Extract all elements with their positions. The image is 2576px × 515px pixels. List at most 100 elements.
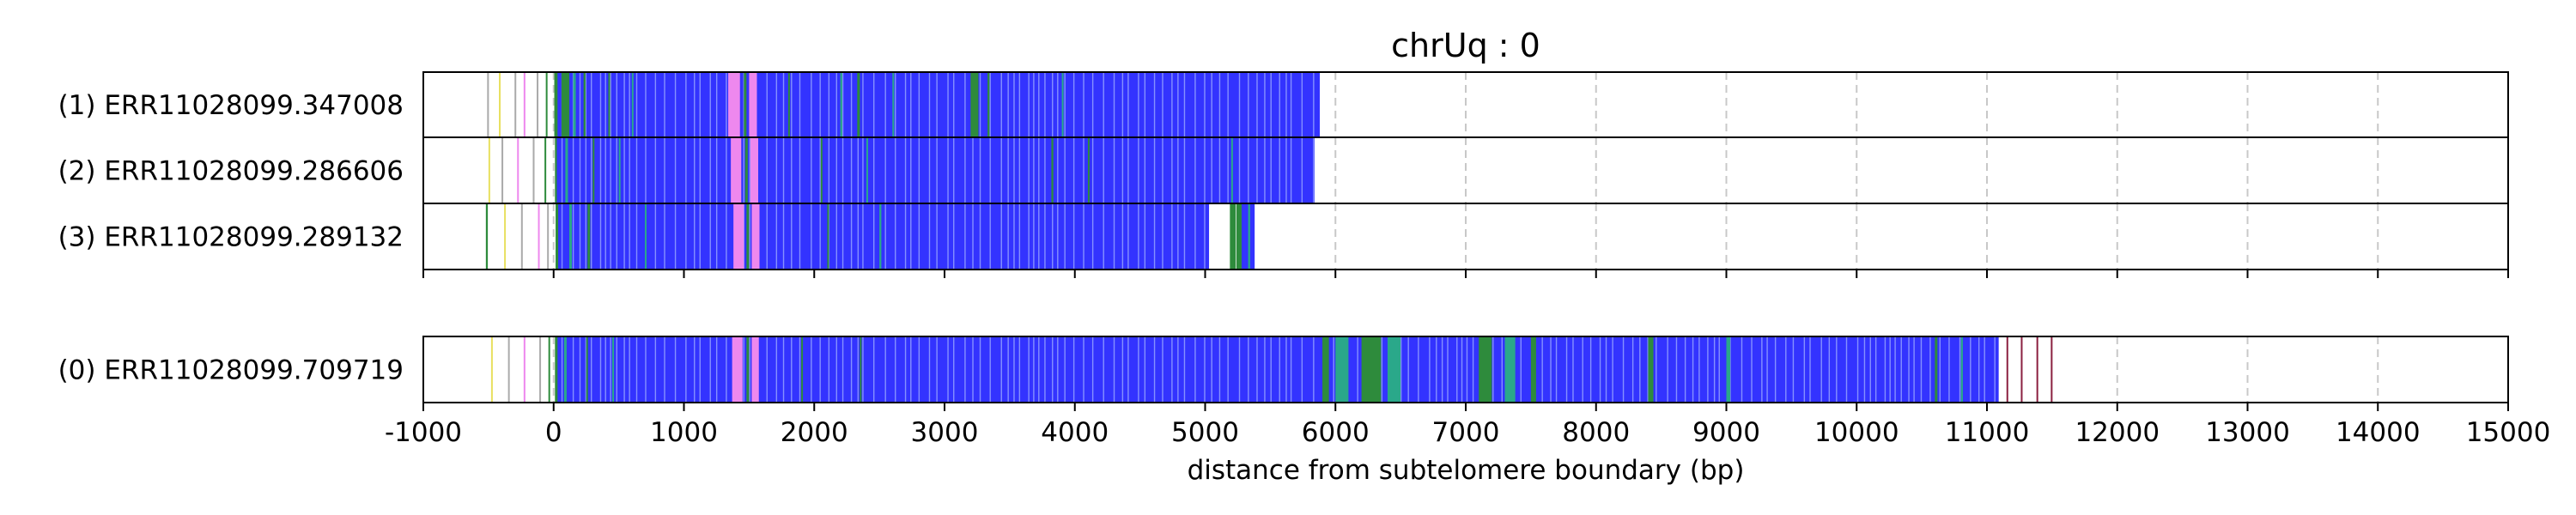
repeat-stripe (1138, 137, 1139, 203)
feature-mark (548, 336, 550, 403)
repeat-stripe (599, 72, 602, 137)
repeat-stripe (904, 72, 907, 137)
repeat-stripe (572, 137, 574, 203)
repeat-stripe (979, 203, 981, 270)
repeat-stripe (1028, 137, 1030, 203)
repeat-stripe (910, 72, 912, 137)
repeat-stripe (841, 336, 844, 403)
repeat-stripe (694, 336, 696, 403)
feature-mark (504, 203, 507, 270)
repeat-stripe (572, 336, 574, 403)
repeat-stripe (1177, 203, 1179, 270)
repeat-stripe (1836, 336, 1838, 403)
repeat-stripe (1218, 137, 1221, 203)
read-label: (0) ERR11028099.709719 (58, 355, 404, 386)
repeat-stripe (953, 72, 955, 137)
repeat-stripe (904, 137, 907, 203)
read-track (422, 136, 2509, 204)
repeat-stripe (1113, 203, 1115, 270)
feature-mark (523, 72, 526, 137)
repeat-stripe (947, 203, 949, 270)
repeat-stripe (1279, 336, 1280, 403)
feature-mark (555, 336, 558, 403)
repeat-stripe (1127, 137, 1129, 203)
x-tick-label: 10000 (1814, 417, 1899, 448)
repeat-stripe (1908, 336, 1910, 403)
read-label: (1) ERR11028099.347008 (58, 90, 404, 121)
repeat-stripe (599, 203, 602, 270)
repeat-stripe (862, 203, 864, 270)
repeat-stripe (1177, 137, 1179, 203)
repeat-stripe (904, 336, 907, 403)
feature-mark (746, 203, 750, 270)
repeat-stripe (895, 137, 896, 203)
repeat-stripe (1605, 336, 1607, 403)
repeat-stripe (1766, 336, 1768, 403)
repeat-stripe (1238, 336, 1241, 403)
feature-mark (749, 72, 757, 137)
feature-mark (573, 72, 576, 137)
repeat-stripe (1064, 336, 1066, 403)
repeat-stripe (1033, 203, 1035, 270)
feature-mark (827, 203, 829, 270)
repeat-stripe (1227, 336, 1229, 403)
repeat-stripe (1248, 137, 1249, 203)
repeat-stripe (635, 336, 638, 403)
repeat-stripe (1127, 336, 1129, 403)
feature-mark (488, 137, 490, 203)
repeat-stripe (709, 137, 711, 203)
repeat-stripe (635, 203, 638, 270)
repeat-stripe (1718, 336, 1720, 403)
read-track (422, 203, 2509, 270)
feature-mark (840, 72, 842, 137)
repeat-stripe (674, 137, 677, 203)
repeat-stripe (610, 137, 611, 203)
repeat-stripe (1820, 336, 1822, 403)
repeat-stripe (884, 336, 886, 403)
repeat-stripe (775, 336, 778, 403)
repeat-stripe (1052, 203, 1054, 270)
repeat-stripe (1238, 137, 1241, 203)
feature-mark (586, 336, 588, 403)
read-label: (2) ERR11028099.286606 (58, 156, 404, 187)
repeat-stripe (1313, 72, 1315, 137)
feature-mark (537, 72, 539, 137)
x-tick-label: 15000 (2466, 417, 2551, 448)
repeat-stripe (918, 72, 920, 137)
repeat-stripe (664, 72, 665, 137)
repeat-stripe (1194, 203, 1196, 270)
repeat-stripe (1959, 336, 1961, 403)
repeat-stripe (1033, 137, 1035, 203)
repeat-stripe (1038, 336, 1040, 403)
repeat-stripe (1018, 336, 1021, 403)
repeat-stripe (1774, 336, 1777, 403)
repeat-stripe (964, 336, 966, 403)
feature-mark (501, 137, 504, 203)
repeat-stripe (884, 72, 886, 137)
feature-mark (563, 336, 567, 403)
feature-mark (1530, 336, 1536, 403)
feature-mark (1335, 336, 1349, 403)
feature-mark (860, 336, 862, 403)
feature-mark (545, 72, 548, 137)
x-tick-label: 2000 (781, 417, 848, 448)
repeat-stripe (1183, 72, 1186, 137)
repeat-stripe (1013, 336, 1015, 403)
repeat-stripe (1599, 336, 1601, 403)
repeat-stripe (775, 137, 778, 203)
x-tick-label: 0 (545, 417, 562, 448)
repeat-stripe (1083, 336, 1084, 403)
feature-mark (485, 203, 489, 270)
repeat-stripe (1171, 203, 1173, 270)
repeat-stripe (989, 203, 991, 270)
repeat-stripe (1138, 336, 1139, 403)
repeat-stripe (1270, 336, 1272, 403)
feature-mark (732, 336, 743, 403)
repeat-stripe (918, 137, 920, 203)
feature-mark (1387, 336, 1401, 403)
feature-mark (970, 72, 979, 137)
repeat-stripe (605, 137, 606, 203)
feature-mark (499, 72, 501, 137)
repeat-stripe (1072, 137, 1075, 203)
repeat-stripe (1211, 137, 1212, 203)
